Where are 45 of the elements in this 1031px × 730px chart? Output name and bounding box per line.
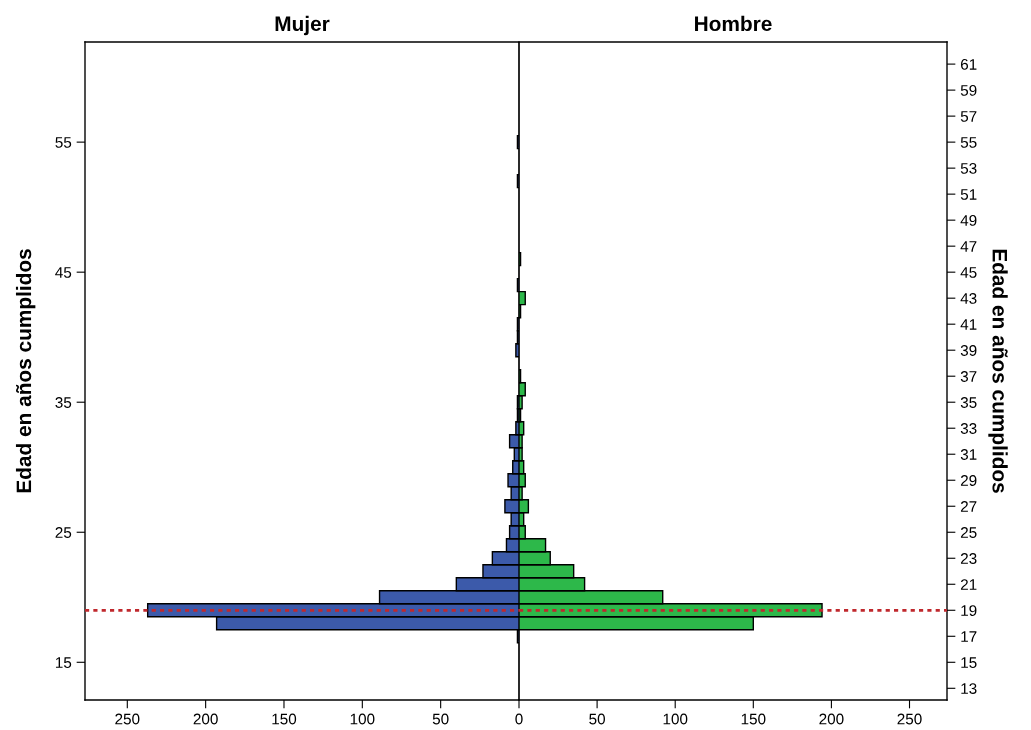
y-tick-label: 35 xyxy=(55,397,72,408)
y-tick-label: 51 xyxy=(960,189,977,200)
x-tick-label: 200 xyxy=(819,713,844,725)
y-tick-label: 35 xyxy=(960,397,977,408)
y-tick-label: 15 xyxy=(55,657,72,668)
y-tick-label: 21 xyxy=(960,579,977,590)
x-tick-label: 100 xyxy=(350,713,375,725)
y-tick-label: 27 xyxy=(960,501,977,512)
y-tick-label: 57 xyxy=(960,111,977,122)
x-tick-label: 0 xyxy=(515,713,523,725)
y-tick-label: 47 xyxy=(960,241,977,252)
y-tick-label: 45 xyxy=(960,267,977,278)
chart-title: Hombre xyxy=(695,15,772,32)
x-tick-label: 150 xyxy=(272,713,297,725)
y-tick-label: 19 xyxy=(961,605,977,616)
y-tick-label: 55 xyxy=(55,137,72,148)
y-tick-label: 33 xyxy=(960,423,977,434)
x-tick-label: 250 xyxy=(897,713,922,725)
x-tick-label: 50 xyxy=(432,713,449,725)
x-tick-label: 100 xyxy=(663,713,688,725)
y-tick-label: 13 xyxy=(961,683,977,694)
x-tick-label: 50 xyxy=(589,713,605,725)
y-tick-label: 25 xyxy=(55,527,72,538)
y-tick-label: 37 xyxy=(960,371,977,382)
y-tick-label: 61 xyxy=(960,58,977,70)
y-tick-label: 43 xyxy=(960,293,977,304)
y-tick-label: 17 xyxy=(961,631,977,642)
y-tick-label: 15 xyxy=(961,657,977,668)
x-tick-label: 250 xyxy=(115,713,140,725)
y-tick-label: 29 xyxy=(960,475,977,486)
y-tick-label: 25 xyxy=(960,527,977,538)
y-tick-label: 49 xyxy=(960,215,977,226)
x-tick-label: 200 xyxy=(193,713,218,725)
chart-title: Mujer xyxy=(275,15,330,36)
y-axis-title: Edad en años cumplidos xyxy=(988,249,1008,493)
y-tick-label: 53 xyxy=(960,163,977,174)
y-tick-label: 45 xyxy=(55,267,72,278)
y-tick-label: 23 xyxy=(960,553,977,564)
y-tick-label: 55 xyxy=(960,137,977,148)
x-tick-label: 150 xyxy=(741,713,766,725)
y-tick-label: 59 xyxy=(960,84,977,96)
y-axis-title: Edad en años cumplidos xyxy=(15,249,36,493)
y-tick-label: 31 xyxy=(960,449,977,460)
y-tick-label: 41 xyxy=(960,319,977,330)
y-tick-label: 39 xyxy=(960,345,977,356)
